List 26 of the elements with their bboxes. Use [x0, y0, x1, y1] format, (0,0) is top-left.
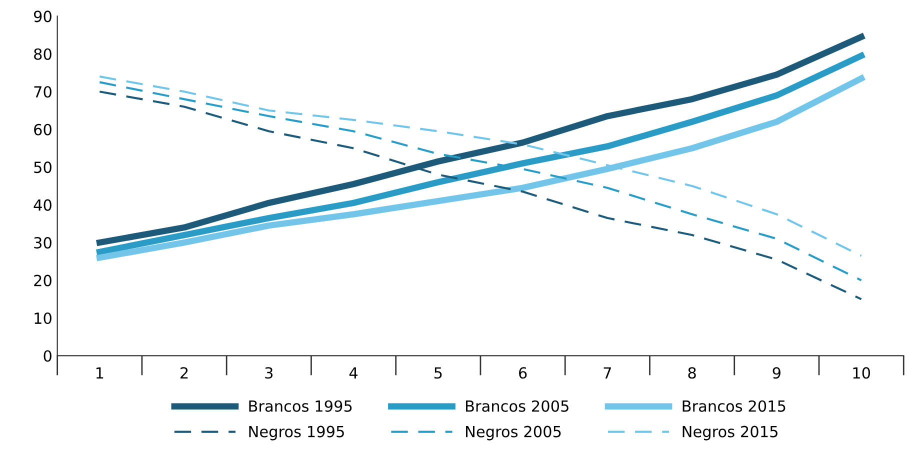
- y-tick-label: 80: [34, 48, 52, 60]
- x-tick-label: 5: [434, 367, 442, 379]
- x-tick-label: 7: [604, 367, 611, 378]
- x-tick-label: 2: [180, 367, 188, 378]
- y-tick-label: 50: [34, 162, 52, 174]
- x-tick-label: 4: [349, 367, 358, 378]
- legend-label: Brancos 1995: [249, 400, 352, 412]
- y-tick-label: 30: [34, 237, 52, 249]
- y-tick-label: 40: [34, 199, 52, 211]
- x-tick-label: 8: [688, 367, 696, 379]
- legend-label: Negros 2015: [682, 426, 778, 440]
- x-tick-label: 10: [853, 367, 870, 379]
- legend-label: Brancos 2005: [466, 400, 568, 412]
- y-tick-label: 0: [44, 350, 52, 362]
- y-tick-label: 90: [34, 10, 52, 22]
- legend-label: Brancos 2015: [682, 400, 786, 412]
- y-tick-label: 10: [34, 312, 52, 324]
- y-tick-label: 20: [34, 274, 52, 286]
- x-tick-label: 1: [96, 367, 104, 378]
- y-tick-label: 70: [34, 86, 52, 98]
- x-tick-label: 9: [772, 367, 780, 379]
- x-tick-label: 6: [519, 367, 527, 379]
- y-tick-label: 60: [34, 124, 52, 136]
- legend-label: Negros 2005: [466, 426, 561, 440]
- x-tick-label: 3: [265, 367, 273, 379]
- legend-label: Negros 1995: [249, 426, 344, 440]
